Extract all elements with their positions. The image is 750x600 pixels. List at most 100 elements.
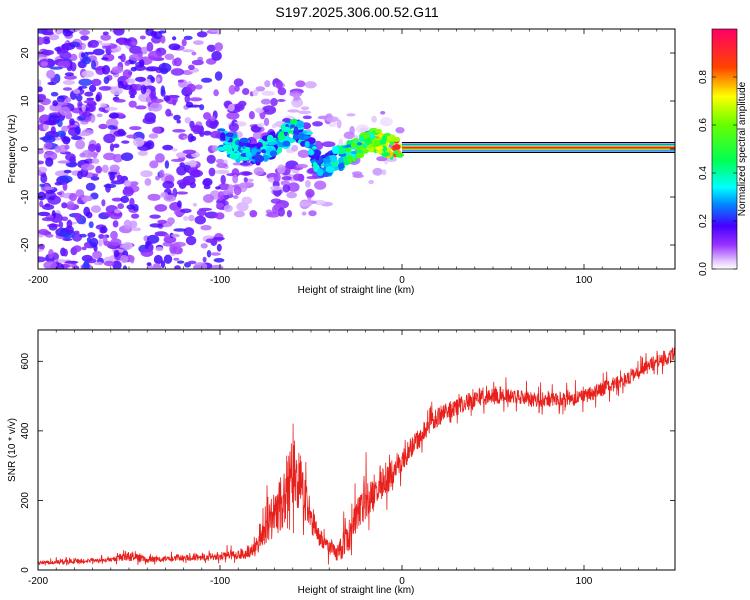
- spectrogram-cell: [103, 133, 116, 144]
- spectrogram-cell: [149, 160, 159, 169]
- spectrogram-cell: [86, 258, 97, 264]
- spectrogram-cell: [45, 190, 55, 194]
- spectrogram-cell: [150, 31, 158, 38]
- spectrogram-cell: [100, 226, 108, 234]
- spectrogram-cell: [81, 111, 92, 117]
- spectrogram-cell: [100, 103, 107, 108]
- spectrogram-cell: [206, 250, 212, 258]
- spectrogram-cell: [129, 126, 142, 131]
- spectrogram-cell: [293, 173, 304, 181]
- spectrogram-cell: [163, 95, 171, 102]
- spectrogram-cell: [75, 139, 86, 150]
- spectrogram-x-tick-label: -200: [28, 275, 48, 286]
- spectrogram-cell: [113, 249, 120, 258]
- snr-y-ticks: 0 200 400 600: [20, 353, 675, 573]
- spectrogram-cell: [338, 138, 344, 147]
- spectrogram-cell: [70, 135, 83, 140]
- spectrogram-cell: [38, 86, 43, 93]
- spectrogram-cell: [216, 162, 228, 169]
- spectrogram-ridge-cell: [352, 138, 360, 143]
- spectrogram-cell: [49, 196, 55, 201]
- spectrogram-cell: [109, 143, 115, 152]
- spectrogram-cell: [247, 178, 254, 182]
- spectrogram-cell: [43, 123, 49, 131]
- spectrogram-cell: [91, 158, 100, 165]
- spectrogram-cell: [80, 35, 89, 41]
- spectrogram-ridge-cell: [251, 148, 257, 155]
- spectrogram-cell: [129, 181, 139, 186]
- spectrogram-ridge-cell: [337, 162, 345, 170]
- spectrogram-cell: [77, 198, 82, 205]
- spectrogram-cell: [252, 89, 259, 97]
- spectrogram-cell: [200, 225, 212, 231]
- spectrogram-cell: [212, 237, 225, 241]
- spectrogram-cell: [38, 191, 46, 201]
- spectrogram-cell: [215, 212, 225, 220]
- spectrogram-cell: [65, 153, 76, 162]
- spectrogram-cell: [46, 69, 56, 79]
- spectrogram-cell: [103, 152, 117, 161]
- spectrogram-ridge-cell: [300, 140, 306, 147]
- spectrogram-ridge-cell: [308, 150, 315, 156]
- spectrogram-cell: [102, 31, 109, 36]
- spectrogram-cell: [176, 179, 191, 187]
- spectrogram-cell: [380, 117, 393, 127]
- spectrogram-cell: [52, 100, 59, 107]
- spectrogram-cell: [275, 80, 283, 90]
- spectrogram-cell: [96, 113, 103, 118]
- spectrogram-x-tick-label: 0: [399, 275, 405, 286]
- spectrogram-cell: [233, 78, 244, 87]
- spectrogram-cell: [160, 35, 166, 44]
- spectrogram-ridge-cell: [225, 132, 234, 138]
- spectrogram-cell: [287, 182, 300, 193]
- spectrogram-cell: [192, 202, 198, 207]
- spectrogram-cell: [63, 248, 68, 257]
- spectrogram-cell: [92, 173, 99, 177]
- spectrogram-cell: [129, 53, 143, 62]
- spectrogram-cell: [287, 109, 300, 113]
- spectrogram-cell: [281, 176, 292, 181]
- colorbar-label: Normalized spectral amplitude: [737, 81, 748, 216]
- spectrogram-cell: [199, 133, 204, 137]
- spectrogram-cell: [45, 157, 54, 167]
- spectrogram-cell: [79, 152, 86, 158]
- spectrogram-cell: [140, 248, 154, 257]
- spectrogram-ridge-cell: [373, 139, 381, 146]
- spectrogram-cell: [61, 202, 68, 209]
- spectrogram-y-tick-label: 20: [20, 47, 31, 59]
- spectrogram-cell: [111, 197, 123, 202]
- spectrogram-cell: [183, 35, 193, 41]
- spectrogram-cell: [42, 135, 56, 144]
- spectrogram-cell: [227, 103, 235, 112]
- spectrogram-cell: [262, 105, 277, 115]
- spectrogram-cell: [241, 196, 253, 205]
- spectrogram-cell: [184, 94, 191, 104]
- spectrogram-cell: [203, 184, 211, 190]
- spectrogram-cell: [299, 201, 312, 207]
- spectrogram-cell: [206, 154, 216, 164]
- spectrogram-cell: [100, 34, 112, 41]
- spectrogram-cell: [368, 179, 375, 185]
- spectrogram-y-tick-label: -20: [20, 237, 31, 252]
- spectrogram-cell: [190, 125, 204, 133]
- spectrogram-cell: [47, 195, 61, 205]
- spectrogram-cell: [122, 69, 132, 79]
- spectrogram-cell: [177, 200, 182, 208]
- spectrogram-cell: [150, 89, 156, 99]
- spectrogram-cell: [131, 213, 140, 219]
- spectrogram-cell: [142, 117, 156, 125]
- spectrogram-cell: [56, 47, 62, 55]
- spectrogram-cell: [170, 68, 185, 76]
- spectrogram-cell: [240, 162, 251, 166]
- colorbar: 0.0 0.2 0.4 0.6 0.8 Normalized spectral ampl…: [698, 28, 748, 276]
- spectrogram-cell: [273, 172, 281, 183]
- spectrogram-cell: [270, 198, 282, 204]
- spectrogram-ridge-cell: [246, 143, 256, 148]
- spectrogram-cell: [39, 200, 44, 208]
- spectrogram-cell: [314, 199, 326, 205]
- spectrogram-cell: [210, 115, 216, 122]
- spectrogram-cell: [90, 176, 100, 181]
- spectrogram-cell: [297, 110, 312, 115]
- spectrogram-cell: [167, 217, 175, 225]
- spectrogram-cell: [69, 29, 81, 32]
